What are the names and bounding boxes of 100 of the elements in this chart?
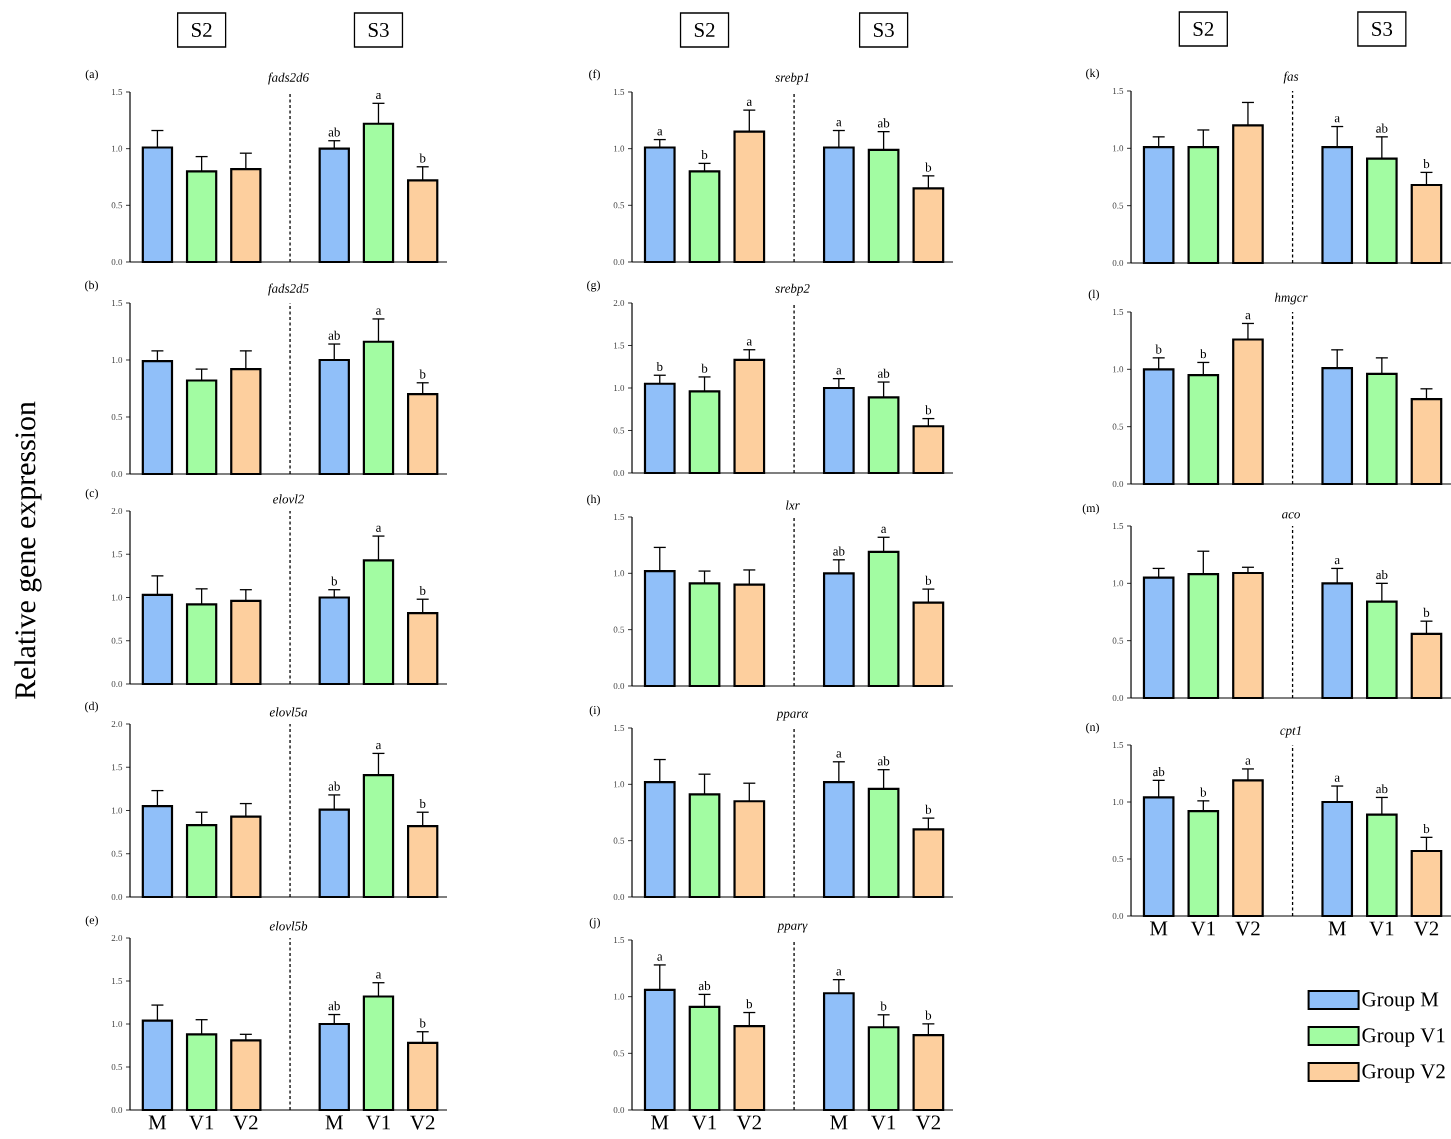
- y-tick-label: 0.5: [613, 626, 625, 633]
- chart-subtitle: (e): [85, 915, 98, 927]
- y-tick-label: 0.0: [111, 680, 123, 688]
- x-tick-label: V2: [1413, 921, 1439, 936]
- chart-title: srebp2: [775, 283, 810, 296]
- x-tick-label: V1: [189, 1115, 214, 1130]
- data-label: a: [836, 969, 842, 976]
- data-label: b: [925, 575, 932, 585]
- y-tick-label: 1.0: [614, 993, 625, 1000]
- chart-subtitle: (a): [85, 69, 98, 81]
- chart-subtitle: (c): [85, 488, 98, 500]
- y-tick-label: 0.5: [111, 202, 123, 209]
- y-tick-label: 0.0: [111, 893, 123, 901]
- data-label: a: [746, 99, 753, 106]
- y-tick-label: 0.5: [613, 427, 625, 434]
- chart-subtitle: (n): [1086, 722, 1099, 734]
- data-label: b: [925, 405, 932, 415]
- legend-label: Group V1: [1362, 1028, 1445, 1047]
- data-label: ab: [1376, 123, 1388, 133]
- data-label: a: [836, 120, 842, 127]
- chart-title: elovl5a: [269, 707, 308, 717]
- y-tick-label: 1.0: [614, 384, 625, 392]
- data-label: a: [376, 525, 382, 532]
- data-label: a: [836, 368, 842, 375]
- data-label: b: [1423, 159, 1430, 169]
- text: S2: [694, 22, 715, 38]
- y-tick-label: 1.5: [112, 977, 123, 985]
- y-tick-label: 0.5: [1112, 637, 1124, 644]
- data-label: b: [925, 1010, 932, 1020]
- data-label: a: [1334, 775, 1340, 782]
- y-tick-label: 0.0: [111, 470, 123, 478]
- x-tick-label: V2: [233, 1115, 258, 1130]
- y-tick-label: 1.0: [1113, 145, 1124, 152]
- y-tick-label: 1.5: [614, 513, 625, 521]
- data-label: a: [657, 129, 663, 136]
- data-label: b: [701, 150, 708, 160]
- y-tick-label: 1.5: [614, 88, 625, 96]
- data-label: b: [656, 361, 663, 372]
- y-tick-label: 1.5: [112, 764, 123, 771]
- chart-title: elovl2: [273, 494, 305, 504]
- text: S2: [1193, 21, 1214, 37]
- chart-subtitle: (g): [587, 280, 600, 292]
- y-tick-label: 1.5: [112, 299, 123, 307]
- chart-title: srebp1: [775, 72, 809, 85]
- y-tick-label: 1.5: [614, 342, 625, 349]
- data-label: b: [1200, 349, 1207, 359]
- y-tick-label: 0.5: [111, 850, 123, 857]
- y-tick-label: 0.0: [613, 258, 625, 266]
- x-tick-label: V1: [1369, 921, 1394, 936]
- y-tick-label: 1.5: [1113, 308, 1124, 316]
- data-label: a: [1245, 313, 1251, 320]
- y-tick-label: 0.5: [111, 413, 123, 421]
- data-label: a: [1334, 558, 1340, 565]
- y-tick-label: 2.0: [111, 720, 123, 728]
- y-tick-label: 1.5: [614, 724, 625, 732]
- x-tick-label: M: [830, 1115, 848, 1130]
- data-label: a: [1245, 758, 1251, 765]
- data-label: ab: [328, 330, 340, 340]
- chart-subtitle: (b): [85, 280, 98, 292]
- y-tick-label: 1.5: [1113, 87, 1124, 95]
- data-label: b: [746, 999, 753, 1009]
- y-tick-label: 1.5: [112, 551, 123, 558]
- chart-title: hmgcr: [1274, 292, 1308, 305]
- data-label: a: [376, 743, 382, 750]
- y-tick-label: 1.0: [112, 594, 123, 601]
- y-tick-label: 0.0: [1112, 912, 1124, 920]
- y-tick-label: 1.0: [614, 781, 625, 788]
- x-tick-label: M: [148, 1115, 167, 1130]
- data-label: ab: [698, 981, 711, 991]
- y-tick-label: 2.0: [111, 507, 123, 515]
- chart-subtitle: (d): [85, 701, 98, 713]
- y-tick-label: 1.0: [112, 1020, 123, 1028]
- y-tick-label: 1.0: [614, 570, 625, 577]
- data-label: b: [1423, 824, 1430, 834]
- y-tick-label: 0.0: [1112, 480, 1124, 488]
- data-label: ab: [877, 756, 890, 766]
- y-tick-label: 1.0: [1113, 580, 1124, 587]
- chart-title: fads2d6: [268, 72, 309, 85]
- chart-title: aco: [1282, 512, 1300, 519]
- chart-title: cpt1: [1280, 726, 1301, 738]
- chart-subtitle: (i): [589, 705, 600, 717]
- text: S3: [1372, 21, 1393, 37]
- data-label: a: [376, 92, 382, 100]
- data-label: ab: [877, 118, 890, 128]
- data-label: b: [419, 1018, 426, 1028]
- y-tick-label: 1.5: [1113, 741, 1124, 749]
- chart-title: pparα: [776, 711, 809, 721]
- y-tick-label: 0.5: [1112, 855, 1124, 863]
- data-label: a: [881, 526, 887, 534]
- x-tick-label: V1: [365, 1115, 390, 1130]
- y-tick-label: 0.5: [111, 637, 123, 644]
- data-label: ab: [328, 781, 340, 791]
- x-tick-label: V2: [1235, 921, 1260, 936]
- data-label: b: [419, 153, 426, 163]
- y-axis-title: Relative gene expression: [14, 401, 42, 700]
- chart-title: elovl5b: [269, 921, 308, 931]
- y-tick-label: 1.0: [112, 356, 123, 364]
- data-label: ab: [328, 1001, 340, 1011]
- x-tick-label: V1: [1190, 921, 1215, 936]
- y-tick-label: 0.0: [613, 1106, 625, 1114]
